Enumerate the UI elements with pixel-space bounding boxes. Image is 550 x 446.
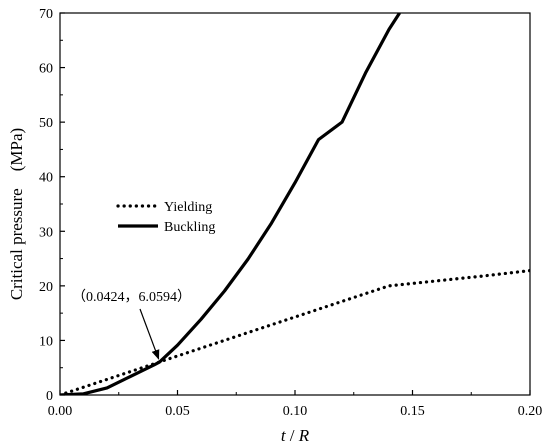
y-tick-label: 70	[39, 7, 53, 22]
y-tick-label: 50	[39, 116, 53, 131]
series-line-yielding	[60, 268, 530, 395]
y-tick-label: 30	[39, 225, 53, 240]
x-axis-title-t: t	[281, 426, 287, 445]
x-axis-ticks: 0.00 0.05 0.10 0.15 0.20	[48, 390, 543, 419]
x-tick-label: 0.00	[48, 404, 73, 419]
legend-label-buckling: Buckling	[164, 220, 215, 235]
x-tick-label: 0.05	[165, 404, 190, 419]
y-axis-title: Critical pressure (MPa)	[7, 128, 26, 300]
annotation-arrow	[139, 308, 160, 360]
x-tick-label: 0.20	[518, 404, 543, 419]
y-tick-label: 60	[39, 62, 53, 77]
x-axis-title-sep: /	[286, 426, 299, 445]
axes-frame	[59, 12, 531, 396]
legend-label-yielding: Yielding	[164, 200, 212, 215]
x-tick-label: 0.15	[400, 404, 425, 419]
series-layer	[60, 13, 530, 395]
y-tick-label: 20	[39, 280, 53, 295]
y-tick-label: 40	[39, 171, 53, 186]
x-axis-title: t / R	[281, 426, 310, 445]
series-line-buckling	[60, 13, 401, 395]
y-tick-label: 10	[39, 334, 53, 349]
y-tick-label: 0	[46, 389, 53, 404]
annotation: （0.0424，6.0594）	[72, 289, 191, 360]
x-axis-title-r: R	[298, 426, 310, 445]
x-tick-label: 0.10	[283, 404, 308, 419]
y-axis-ticks: 0 10 20 30 40 50 60 70	[39, 7, 65, 404]
legend: Yielding Buckling	[116, 200, 215, 235]
annotation-label: （0.0424，6.0594）	[72, 289, 191, 305]
